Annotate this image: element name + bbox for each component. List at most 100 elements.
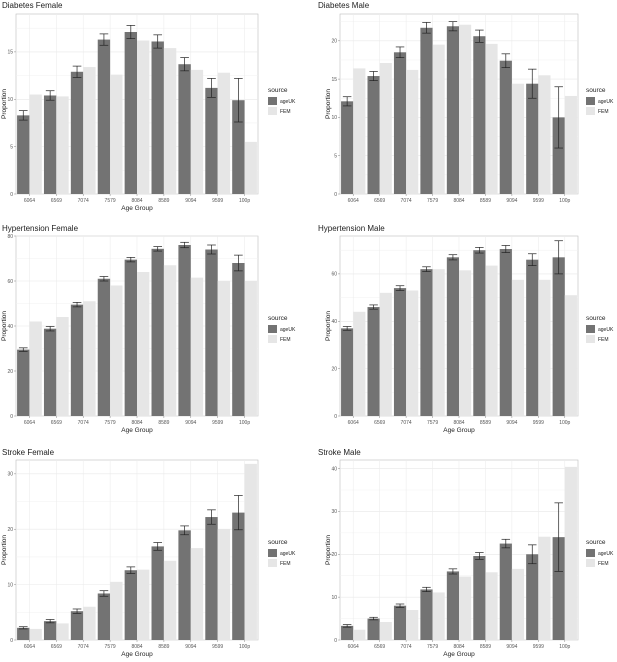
bar-ageUK-8589 xyxy=(473,36,486,194)
bar-ageUK-7579 xyxy=(97,39,111,194)
legend-swatch-FEM xyxy=(268,559,277,567)
bar-FEM-8589 xyxy=(163,560,177,640)
bar-FEM-6569 xyxy=(56,623,69,640)
legend-swatch-FEM xyxy=(268,335,277,343)
bar-FEM-7074 xyxy=(83,606,96,640)
y-tick-label: 60 xyxy=(7,279,13,285)
legend-label-FEM: FEM xyxy=(598,109,609,115)
bar-ageUK-8589 xyxy=(473,556,486,640)
x-tick-label: 9599 xyxy=(533,644,544,650)
bar-ageUK-7074 xyxy=(70,71,84,194)
x-tick-label: 9094 xyxy=(506,644,517,650)
legend-swatch-FEM xyxy=(586,559,595,567)
x-tick-label: 100p xyxy=(239,198,250,204)
bar-FEM-7579 xyxy=(432,44,445,194)
y-tick-label: 10 xyxy=(7,582,13,588)
bar-FEM-7074 xyxy=(83,301,96,416)
y-tick-label: 40 xyxy=(7,324,13,330)
legend-label-ageUK: ageUK xyxy=(598,327,614,333)
y-tick-label: 5 xyxy=(334,154,337,160)
bar-FEM-7579 xyxy=(432,269,445,416)
x-tick-label: 100p xyxy=(559,420,570,426)
legend-label-FEM: FEM xyxy=(280,561,291,567)
legend: source ageUK FEM xyxy=(268,87,296,115)
y-tick-label: 20 xyxy=(7,527,13,533)
x-tick-label: 6569 xyxy=(374,420,385,426)
legend-swatch-ageUK xyxy=(586,549,595,557)
x-tick-label: 100p xyxy=(239,420,250,426)
x-tick-label: 8589 xyxy=(480,198,491,204)
bar-FEM-7579 xyxy=(432,592,445,640)
bar-ageUK-7074 xyxy=(393,288,407,416)
y-tick-label: 20 xyxy=(331,366,337,372)
bar-ageUK-7579 xyxy=(97,593,111,640)
bar-ageUK-6064 xyxy=(17,627,30,640)
legend: source ageUK FEM xyxy=(586,315,614,343)
x-tick-label: 7579 xyxy=(427,198,438,204)
y-tick-label: 0 xyxy=(10,414,13,420)
bar-ageUK-6064 xyxy=(341,328,354,416)
y-tick-label: 5 xyxy=(10,144,13,150)
x-tick-label: 8084 xyxy=(453,198,464,204)
bar-FEM-7074 xyxy=(83,67,96,194)
bar-FEM-7074 xyxy=(406,69,419,194)
bar-ageUK-100p xyxy=(232,512,245,640)
x-tick-label: 9599 xyxy=(212,644,223,650)
legend-title: source xyxy=(268,315,288,322)
bar-FEM-7579 xyxy=(110,74,123,194)
x-tick-label: 9599 xyxy=(212,420,223,426)
x-tick-label: 7579 xyxy=(427,420,438,426)
bar-ageUK-100p xyxy=(552,257,565,416)
x-tick-label: 100p xyxy=(559,644,570,650)
bar-ageUK-7579 xyxy=(97,278,111,416)
x-tick-label: 100p xyxy=(239,644,250,650)
bar-ageUK-8589 xyxy=(151,546,164,640)
y-tick-label: 60 xyxy=(331,272,337,278)
legend-title: source xyxy=(268,87,288,94)
bar-ageUK-6569 xyxy=(367,307,380,416)
bar-ageUK-8589 xyxy=(473,250,486,416)
bar-FEM-6569 xyxy=(379,292,392,416)
x-tick-label: 7074 xyxy=(401,644,412,650)
bar-FEM-9599 xyxy=(217,281,231,416)
bar-FEM-9094 xyxy=(190,548,204,640)
x-tick-label: 7579 xyxy=(427,644,438,650)
y-axis-label: Proportion xyxy=(325,89,332,119)
chart-title: Hypertension Male xyxy=(318,224,385,233)
x-tick-label: 6569 xyxy=(51,644,62,650)
x-tick-label: 8589 xyxy=(158,644,169,650)
bar-FEM-100p xyxy=(244,141,257,194)
bar-FEM-6064 xyxy=(29,94,42,194)
legend-swatch-ageUK xyxy=(268,325,277,333)
x-tick-label: 7579 xyxy=(105,420,116,426)
x-tick-label: 8589 xyxy=(158,420,169,426)
x-tick-label: 6569 xyxy=(374,198,385,204)
chart-title: Stroke Male xyxy=(318,448,361,457)
legend-label-ageUK: ageUK xyxy=(280,99,296,105)
y-axis-label: Proportion xyxy=(1,535,8,565)
bar-ageUK-8084 xyxy=(124,570,137,640)
x-tick-label: 8084 xyxy=(131,198,142,204)
x-tick-label: 6064 xyxy=(24,420,35,426)
bar-ageUK-9094 xyxy=(499,543,512,640)
y-tick-label: 0 xyxy=(10,192,13,198)
bar-ageUK-6064 xyxy=(17,349,30,416)
y-axis-label: Proportion xyxy=(325,535,332,565)
x-axis-label: Age Group xyxy=(443,651,475,658)
bar-FEM-100p xyxy=(564,466,577,640)
chart-title: Diabetes Female xyxy=(2,1,63,10)
bar-ageUK-100p xyxy=(232,263,245,416)
x-tick-label: 100p xyxy=(559,198,570,204)
x-tick-label: 7579 xyxy=(105,644,116,650)
y-tick-label: 40 xyxy=(331,466,337,472)
bar-FEM-9599 xyxy=(538,536,551,640)
chart-panel-2: Hypertension Female 0 20 40 60 80 6064 6569 7074… xyxy=(1,224,296,434)
bar-FEM-9599 xyxy=(538,75,551,194)
x-tick-label: 6064 xyxy=(348,198,359,204)
bar-ageUK-9094 xyxy=(499,60,512,194)
bar-FEM-6569 xyxy=(379,622,392,640)
bar-ageUK-6569 xyxy=(367,618,380,640)
y-tick-label: 0 xyxy=(10,638,13,644)
bar-ageUK-9094 xyxy=(499,249,512,416)
